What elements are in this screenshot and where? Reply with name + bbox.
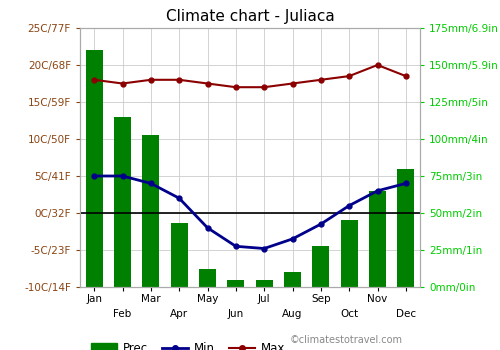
Text: Jan: Jan bbox=[86, 294, 102, 304]
Text: Oct: Oct bbox=[340, 309, 358, 319]
Bar bbox=[142, 134, 160, 287]
Bar bbox=[170, 223, 188, 287]
Text: Dec: Dec bbox=[396, 309, 416, 319]
Bar bbox=[199, 269, 216, 287]
Text: Nov: Nov bbox=[368, 294, 388, 304]
Bar bbox=[369, 191, 386, 287]
Text: Apr: Apr bbox=[170, 309, 188, 319]
Bar bbox=[312, 246, 330, 287]
Bar bbox=[256, 280, 272, 287]
Bar bbox=[228, 280, 244, 287]
Text: Feb: Feb bbox=[114, 309, 132, 319]
Text: ©climatestotravel.com: ©climatestotravel.com bbox=[290, 335, 403, 345]
Bar bbox=[340, 220, 357, 287]
Bar bbox=[86, 50, 102, 287]
Bar bbox=[398, 169, 414, 287]
Text: Jun: Jun bbox=[228, 309, 244, 319]
Text: Mar: Mar bbox=[141, 294, 161, 304]
Title: Climate chart - Juliaca: Climate chart - Juliaca bbox=[166, 9, 334, 24]
Text: Jul: Jul bbox=[258, 294, 270, 304]
Text: Sep: Sep bbox=[311, 294, 330, 304]
Text: Aug: Aug bbox=[282, 309, 302, 319]
Bar bbox=[114, 117, 131, 287]
Text: May: May bbox=[197, 294, 218, 304]
Bar bbox=[284, 272, 301, 287]
Legend: Prec, Min, Max: Prec, Min, Max bbox=[86, 337, 290, 350]
